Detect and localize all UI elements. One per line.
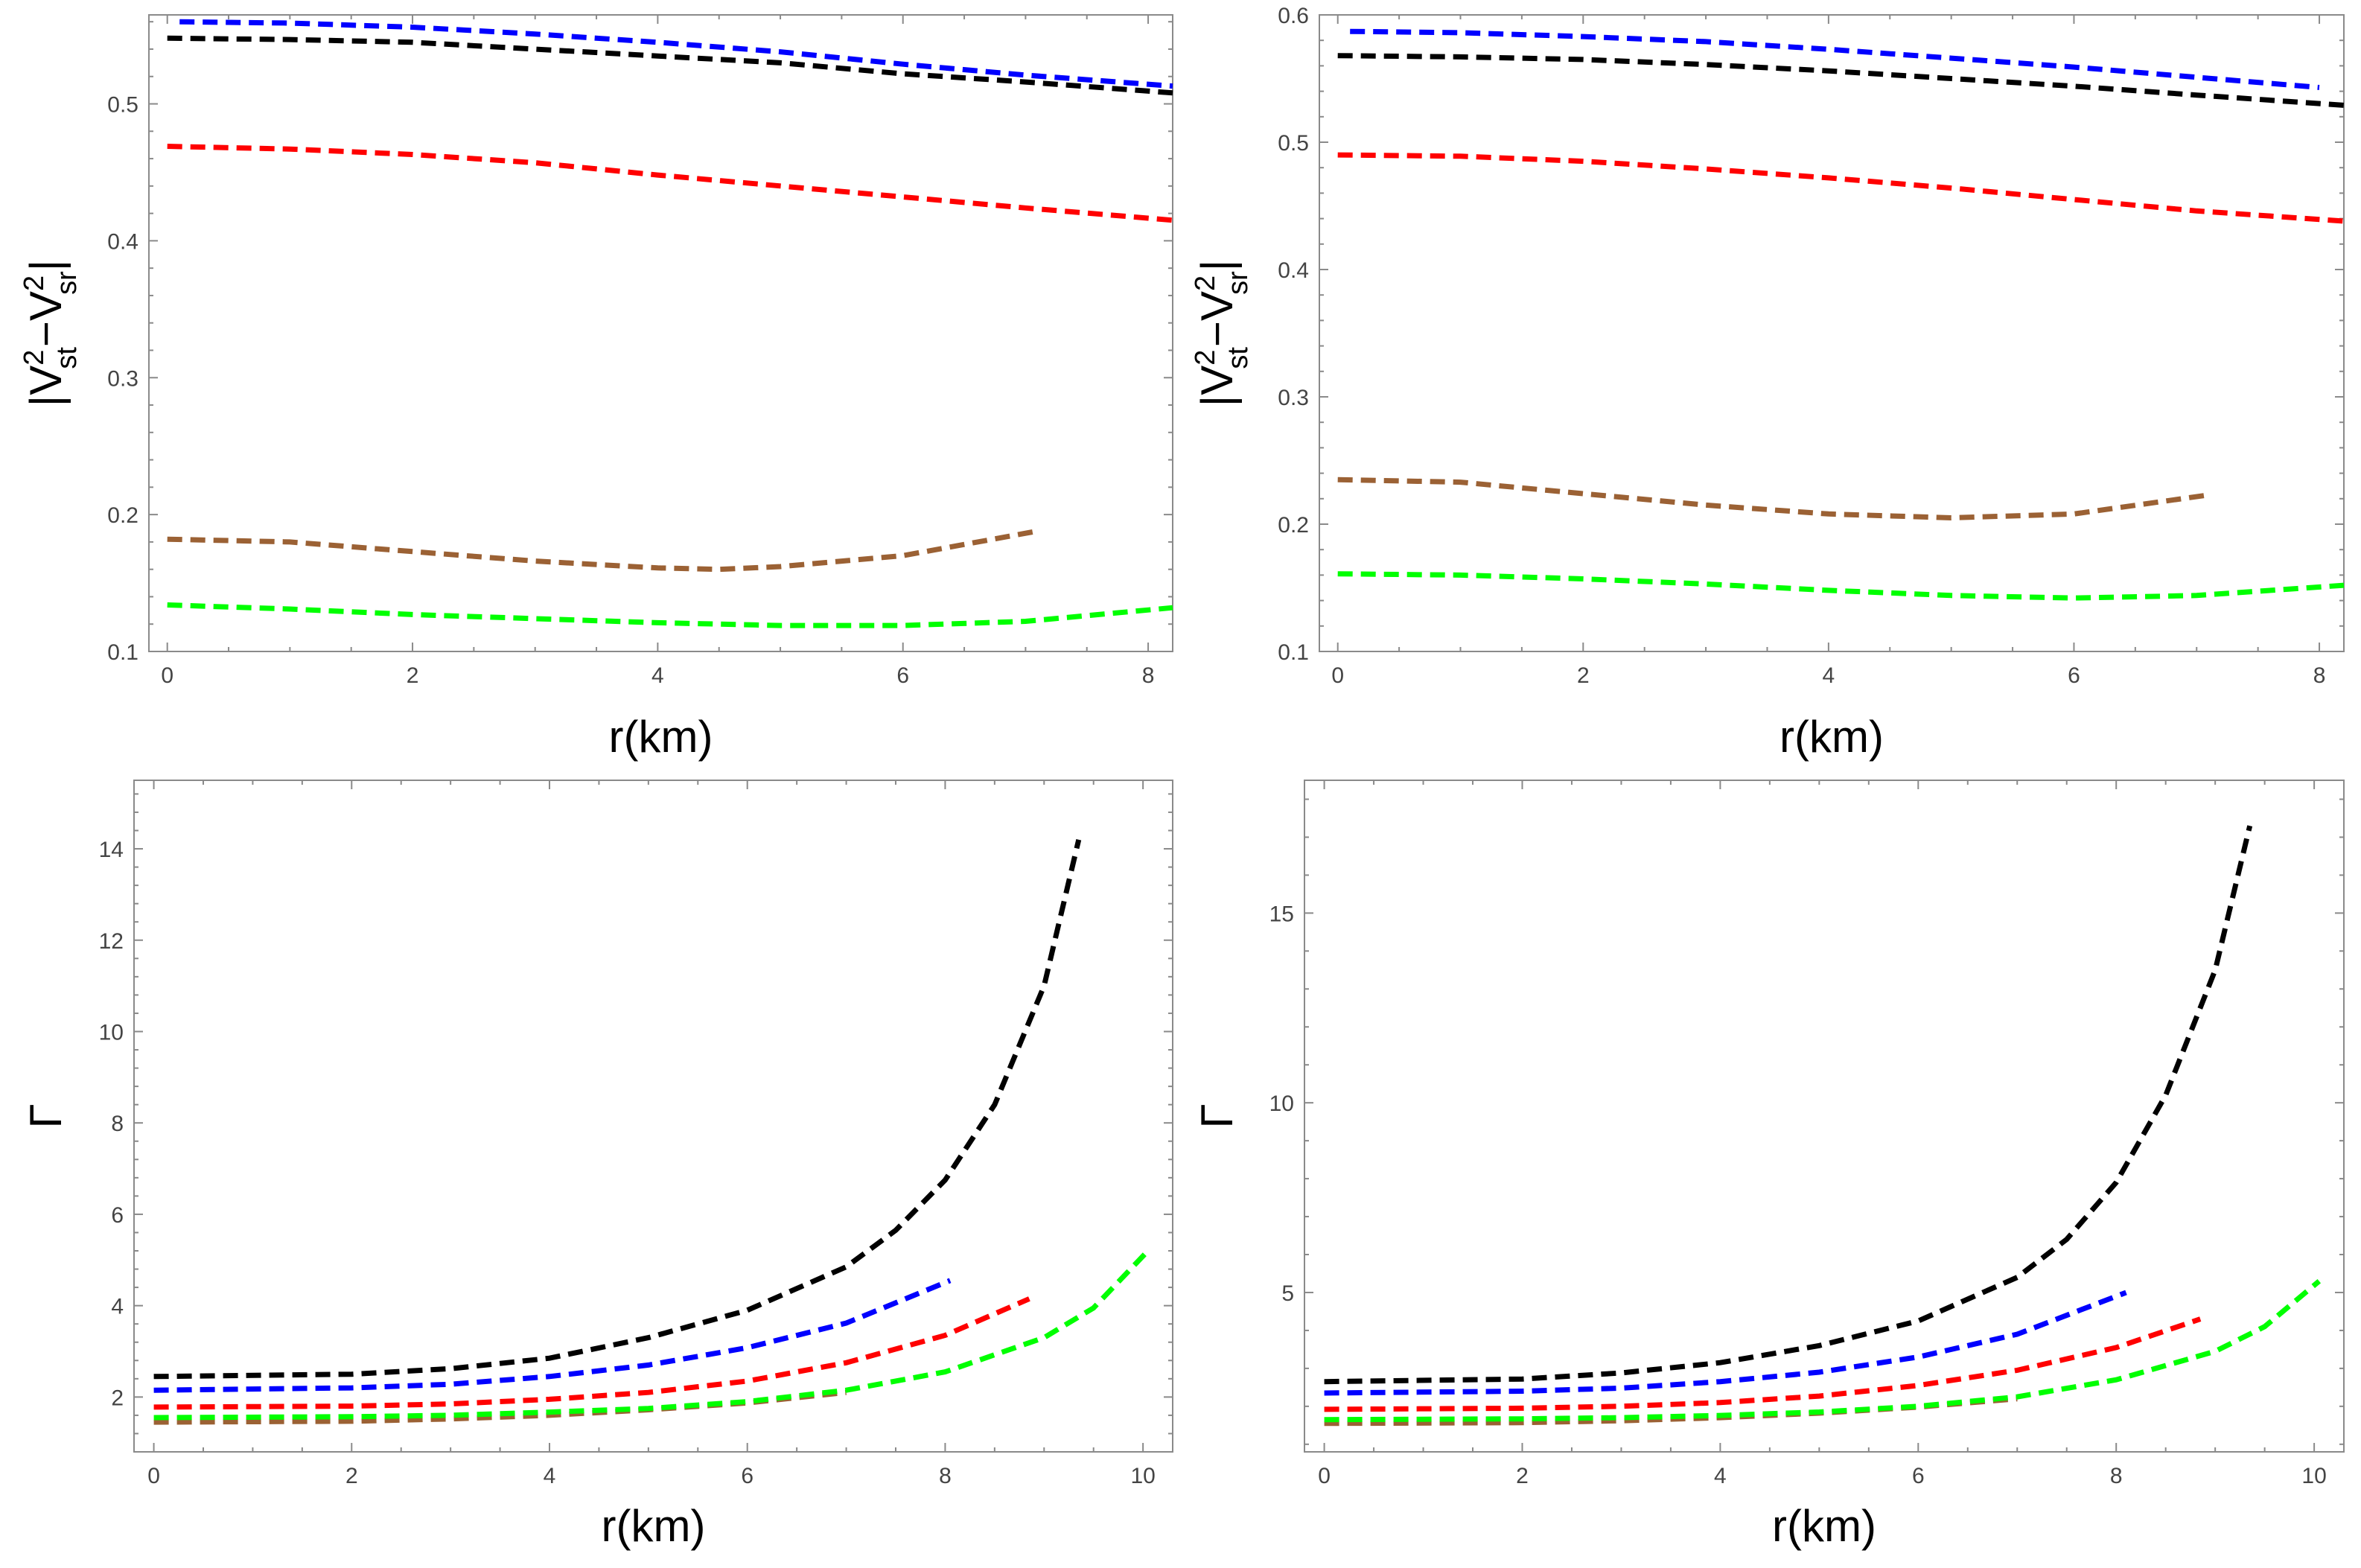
series-green-line	[1324, 1279, 2322, 1423]
x-tick-label: 2	[1577, 663, 1590, 688]
series-green-line	[167, 602, 1173, 628]
series-black-line	[1324, 825, 2253, 1385]
y-axis-label: |V2st−V2sr|	[1190, 260, 1254, 407]
panel-bottom-left: 0 2 4 6 8 10 2 4 6 8 10 12 14 r(km) Γ	[21, 780, 1173, 1551]
y-axis-label-part: −V	[1192, 291, 1242, 347]
y-tick-label: 0.1	[1278, 640, 1309, 665]
x-tick-label: 8	[2313, 663, 2326, 688]
y-axis-label: Γ	[21, 1103, 71, 1128]
x-tick-label: 0	[1331, 663, 1344, 688]
y-axis-label-part: st	[51, 347, 83, 369]
x-axis-label: r(km)	[602, 1501, 706, 1551]
x-tick-label: 0	[1318, 1464, 1331, 1488]
y-tick-label: 0.4	[1278, 258, 1309, 283]
x-tick-label: 4	[1714, 1464, 1727, 1488]
y-tick-label: 0.1	[107, 640, 138, 665]
x-tick-label: 2	[1516, 1464, 1529, 1488]
y-tick-label: 12	[99, 929, 124, 954]
y-axis-label: Γ	[1192, 1103, 1242, 1128]
series-blue-line	[1324, 1290, 2127, 1396]
y-tick-label: 0.3	[1278, 386, 1309, 410]
plot-frame	[133, 780, 1173, 1453]
x-axis-label: r(km)	[1779, 712, 1884, 762]
x-tick-label: 6	[2068, 663, 2080, 688]
y-tick-label: 4	[111, 1295, 124, 1319]
series-green-line	[153, 1249, 1150, 1421]
series-black-line	[167, 35, 1173, 96]
panel-top-right: 0 2 4 6 80.10.20.30.40.50.6r(km)|V2st−V2sr|	[1190, 4, 2345, 762]
x-axis-label: r(km)	[609, 712, 713, 762]
series-red-line	[153, 1296, 1030, 1410]
y-tick-label: 0.6	[1278, 4, 1309, 28]
y-tick-label: 0.5	[1278, 131, 1309, 156]
x-tick-label: 8	[1142, 663, 1155, 688]
panel-bottom-right: 0 2 4 6 8 10 5 10 15 r(km) Γ	[1192, 780, 2345, 1551]
series-brown-line	[153, 1389, 847, 1425]
x-tick-label: 10	[2301, 1464, 2326, 1488]
x-tick-label: 0	[161, 663, 173, 688]
y-tick-label: 2	[111, 1386, 124, 1410]
y-tick-label: 10	[1269, 1091, 1294, 1116]
x-axis-label: r(km)	[1772, 1501, 1876, 1551]
y-axis-label: |V2st−V2sr|	[19, 260, 83, 407]
series-red-line	[1337, 152, 2345, 224]
y-tick-label: 6	[111, 1203, 124, 1228]
series-blue-line	[1350, 28, 2320, 90]
series-blue-line	[179, 19, 1173, 89]
x-tick-label: 4	[544, 1464, 556, 1488]
y-tick-label: 0.2	[1278, 513, 1309, 538]
x-tick-label: 4	[1823, 663, 1835, 688]
x-tick-label: 4	[651, 663, 664, 688]
y-axis-label-part: sr	[1223, 271, 1254, 295]
y-axis-label-part: |	[21, 260, 71, 272]
x-tick-label: 6	[1912, 1464, 1925, 1488]
y-axis-label-part: st	[1223, 347, 1254, 369]
y-tick-label: 8	[111, 1112, 124, 1136]
plot-frame	[148, 14, 1173, 652]
series-brown-line	[1337, 477, 2210, 521]
series-green-line	[1337, 571, 2345, 601]
y-axis-label-part: |V	[1192, 366, 1242, 407]
y-axis-label-part: 2	[19, 350, 50, 366]
y-tick-label: 15	[1269, 902, 1294, 926]
y-axis-label-part: |V	[21, 366, 71, 407]
x-tick-label: 10	[1130, 1464, 1155, 1488]
series-red-line	[1324, 1316, 2202, 1412]
y-tick-label: 0.3	[107, 366, 138, 391]
x-tick-label: 8	[939, 1464, 952, 1488]
y-axis-label-part: −V	[21, 291, 71, 347]
y-axis-label-part: 2	[1190, 350, 1221, 366]
x-tick-label: 0	[147, 1464, 160, 1488]
y-axis-label-part: sr	[51, 271, 83, 295]
y-axis-label-part: |	[1192, 260, 1242, 272]
y-tick-label: 0.5	[107, 93, 138, 118]
x-tick-label: 8	[2110, 1464, 2123, 1488]
y-tick-label: 0.4	[107, 229, 138, 254]
y-tick-label: 10	[99, 1020, 124, 1045]
series-black-line	[1337, 53, 2345, 108]
panel-top-left: 0 2 4 6 80.10.20.30.40.5r(km)|V2st−V2sr|	[19, 14, 1173, 762]
plot-frame	[1319, 14, 2345, 652]
x-tick-label: 6	[896, 663, 909, 688]
series-blue-line	[153, 1278, 952, 1393]
plot-frame	[1304, 780, 2345, 1453]
series-black-line	[153, 838, 1082, 1380]
x-tick-label: 2	[345, 1464, 358, 1488]
y-tick-label: 5	[1281, 1281, 1294, 1306]
series-red-line	[167, 144, 1173, 223]
series-brown-line	[167, 528, 1039, 573]
x-tick-label: 6	[741, 1464, 753, 1488]
x-tick-label: 2	[407, 663, 419, 688]
y-tick-label: 0.2	[107, 503, 138, 528]
y-tick-label: 14	[99, 838, 124, 862]
y-axis-label-part: 2	[19, 275, 50, 291]
y-axis-label-part: 2	[1190, 275, 1221, 291]
